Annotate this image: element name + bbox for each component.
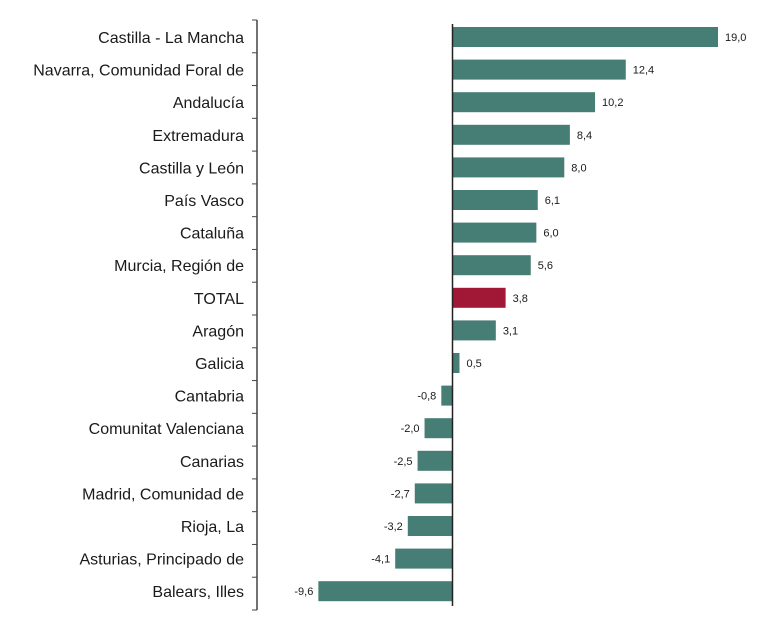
data-label: 8,0 [571,162,586,174]
category-label: Castilla y León [139,160,244,177]
data-label: 12,4 [633,65,654,77]
category-label: TOTAL [194,291,244,308]
category-label: País Vasco [164,193,244,210]
category-label: Cantabria [175,389,244,406]
bar [452,353,460,373]
bar-total [452,287,506,308]
labels-group: Castilla - La Mancha 19,0 Navarra, Comunid… [33,30,746,601]
data-label: 10,2 [602,97,623,109]
bar [452,320,496,341]
data-label: -2,7 [391,488,410,500]
data-label: -9,6 [294,586,313,598]
bar [452,255,531,276]
data-label: 3,1 [503,325,518,337]
category-label: Murcia, Región de [114,258,244,275]
bar [452,27,718,47]
bar [452,92,596,113]
category-label: Balears, Illes [152,584,244,601]
bar [395,548,453,569]
data-label: -3,2 [384,521,403,533]
bar [424,418,453,439]
bar [417,450,453,471]
bars-group [318,27,718,602]
bar [318,581,453,602]
category-label: Rioja, La [181,519,244,536]
bar [407,516,453,536]
category-label: Canarias [180,454,244,471]
category-label: Andalucía [173,95,244,112]
category-axis [252,19,258,611]
data-label: 6,1 [545,195,560,207]
bar [452,222,537,243]
bar [452,157,565,178]
data-label: -0,8 [417,391,436,403]
bar [452,124,570,145]
bar [441,385,453,406]
data-label: -4,1 [371,554,390,566]
category-label: Cataluña [180,226,244,243]
category-label: Galicia [195,356,244,373]
data-label: 5,6 [538,260,553,272]
data-label: 0,5 [466,358,481,370]
bar [452,190,538,210]
bar [414,483,453,504]
category-label: Comunitat Valenciana [89,421,244,438]
category-label: Aragón [192,323,244,340]
bar [452,59,626,80]
category-label: Extremadura [152,128,244,145]
category-label: Madrid, Comunidad de [82,486,244,503]
data-label: 3,8 [513,293,528,305]
data-label: 6,0 [543,228,558,240]
category-label: Asturias, Principado de [79,552,244,569]
category-label: Navarra, Comunidad Foral de [33,63,244,80]
data-label: -2,5 [394,456,413,468]
category-label: Castilla - La Mancha [98,30,244,47]
data-label: 8,4 [577,130,592,142]
data-label: -2,0 [401,423,420,435]
data-label: 19,0 [725,32,746,44]
